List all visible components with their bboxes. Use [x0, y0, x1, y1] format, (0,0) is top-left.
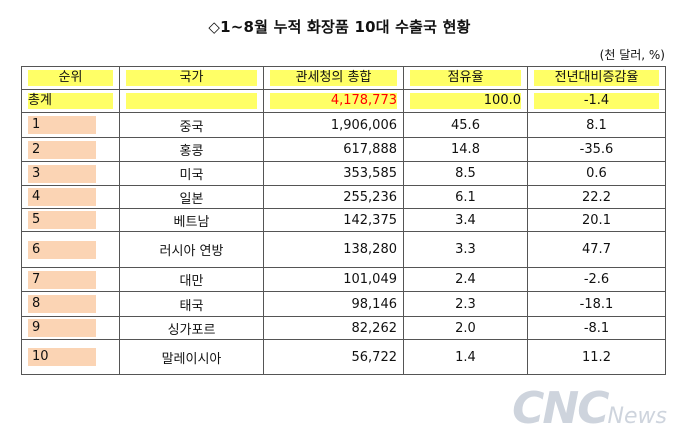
change-cell: -35.6: [527, 137, 666, 162]
amount-cell: 255,236: [263, 185, 404, 209]
header-cell-change: 전년대비증감율: [527, 66, 666, 90]
rank-value: 9: [28, 319, 96, 337]
change-cell: 11.2: [527, 339, 666, 375]
rank-value: 6: [28, 240, 96, 259]
table-row: 7 대만 101,049 2.4 -2.6: [21, 267, 666, 292]
country-cell: 중국: [119, 112, 264, 138]
change-cell: 20.1: [527, 208, 666, 232]
country-cell: 태국: [119, 291, 264, 317]
total-label: 총계: [28, 93, 113, 109]
header-cell-share: 점유율: [403, 66, 528, 90]
amount-cell: 56,722: [263, 339, 404, 375]
rank-value: 3: [28, 164, 96, 183]
header-cell-amount: 관세청의 총합: [263, 66, 404, 90]
header-change: 전년대비증감율: [534, 70, 659, 86]
header-cell-rank: 순위: [21, 66, 120, 90]
export-table: 순위 국가 관세청의 총합 점유율 전년대비증감율 총계 4,178,773 1…: [21, 66, 666, 375]
country-cell: 말레이시아: [119, 339, 264, 375]
rank-cell: 1: [21, 112, 120, 138]
country-cell: 베트남: [119, 208, 264, 232]
page-title: ◇1~8월 누적 화장품 10대 수출국 현황: [208, 18, 471, 36]
total-cell-amount: 4,178,773: [263, 89, 404, 113]
amount-cell: 98,146: [263, 291, 404, 317]
total-cell-country: [119, 89, 264, 113]
rank-cell: 10: [21, 339, 120, 375]
table-row: 8 태국 98,146 2.3 -18.1: [21, 291, 666, 317]
change-cell: -2.6: [527, 267, 666, 292]
share-cell: 1.4: [403, 339, 528, 375]
country-cell: 일본: [119, 185, 264, 209]
total-share: 100.0: [410, 93, 521, 109]
rank-value: 7: [28, 270, 96, 289]
total-country: [126, 93, 257, 109]
header-amount: 관세청의 총합: [270, 70, 397, 86]
amount-cell: 353,585: [263, 161, 404, 186]
total-row: 총계 4,178,773 100.0 -1.4: [21, 89, 666, 113]
table-row: 9 싱가포르 82,262 2.0 -8.1: [21, 316, 666, 340]
amount-cell: 1,906,006: [263, 112, 404, 138]
country-cell: 미국: [119, 161, 264, 186]
header-rank: 순위: [28, 70, 113, 86]
share-cell: 45.6: [403, 112, 528, 138]
change-cell: 22.2: [527, 185, 666, 209]
table-row: 5 베트남 142,375 3.4 20.1: [21, 208, 666, 232]
amount-cell: 138,280: [263, 231, 404, 268]
rank-cell: 3: [21, 161, 120, 186]
amount-cell: 142,375: [263, 208, 404, 232]
share-cell: 3.4: [403, 208, 528, 232]
change-cell: 0.6: [527, 161, 666, 186]
total-amount: 4,178,773: [270, 93, 397, 109]
unit-label: (천 달러, %): [599, 48, 665, 62]
header-country: 국가: [126, 70, 257, 86]
watermark-big: CNC: [512, 383, 609, 434]
header-row: 순위 국가 관세청의 총합 점유율 전년대비증감율: [21, 66, 666, 90]
header-share: 점유율: [410, 70, 521, 86]
change-cell: -8.1: [527, 316, 666, 340]
country-cell: 홍콩: [119, 137, 264, 162]
change-cell: 8.1: [527, 112, 666, 138]
share-cell: 14.8: [403, 137, 528, 162]
amount-cell: 101,049: [263, 267, 404, 292]
total-cell-change: -1.4: [527, 89, 666, 113]
country-cell: 러시아 연방: [119, 231, 264, 268]
rank-cell: 6: [21, 231, 120, 268]
total-change: -1.4: [534, 93, 659, 109]
rank-value: 1: [28, 116, 96, 134]
share-cell: 3.3: [403, 231, 528, 268]
rank-cell: 8: [21, 291, 120, 317]
rank-value: 2: [28, 140, 96, 159]
table-row: 4 일본 255,236 6.1 22.2: [21, 185, 666, 209]
total-cell-share: 100.0: [403, 89, 528, 113]
rank-value: 10: [28, 348, 96, 366]
share-cell: 2.3: [403, 291, 528, 317]
total-cell-label: 총계: [21, 89, 120, 113]
table-row: 1 중국 1,906,006 45.6 8.1: [21, 112, 666, 138]
change-cell: 47.7: [527, 231, 666, 268]
change-cell: -18.1: [527, 291, 666, 317]
table-row: 6 러시아 연방 138,280 3.3 47.7: [21, 231, 666, 268]
rank-cell: 2: [21, 137, 120, 162]
country-cell: 대만: [119, 267, 264, 292]
header-cell-country: 국가: [119, 66, 264, 90]
watermark-small: News: [607, 404, 667, 429]
rank-value: 5: [28, 211, 96, 229]
share-cell: 8.5: [403, 161, 528, 186]
rank-cell: 7: [21, 267, 120, 292]
share-cell: 6.1: [403, 185, 528, 209]
rank-cell: 9: [21, 316, 120, 340]
rank-value: 4: [28, 188, 96, 206]
table-row: 10 말레이시아 56,722 1.4 11.2: [21, 339, 666, 375]
table-row: 3 미국 353,585 8.5 0.6: [21, 161, 666, 186]
amount-cell: 82,262: [263, 316, 404, 340]
rank-value: 8: [28, 295, 96, 313]
table-row: 2 홍콩 617,888 14.8 -35.6: [21, 137, 666, 162]
cnc-news-watermark: CNCNews: [512, 383, 667, 434]
share-cell: 2.0: [403, 316, 528, 340]
country-cell: 싱가포르: [119, 316, 264, 340]
rank-cell: 5: [21, 208, 120, 232]
rank-cell: 4: [21, 185, 120, 209]
amount-cell: 617,888: [263, 137, 404, 162]
share-cell: 2.4: [403, 267, 528, 292]
